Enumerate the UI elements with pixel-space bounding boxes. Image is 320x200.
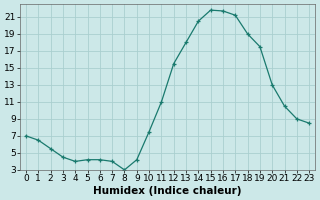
X-axis label: Humidex (Indice chaleur): Humidex (Indice chaleur) bbox=[93, 186, 242, 196]
